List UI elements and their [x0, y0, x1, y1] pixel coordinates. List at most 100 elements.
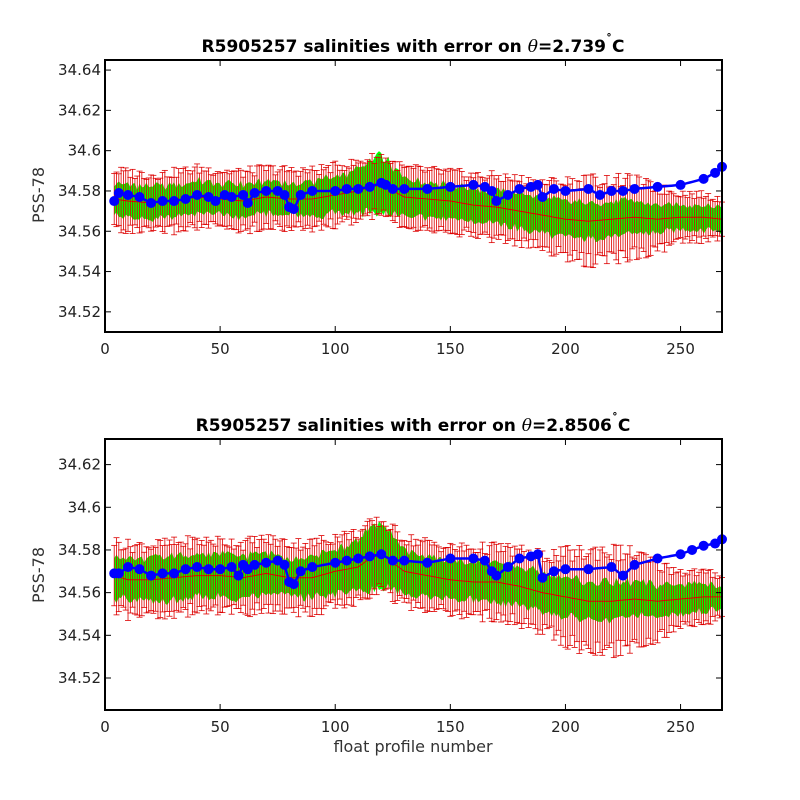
float-salinity-marker — [652, 553, 663, 564]
y-tick-label: 34.62 — [58, 456, 101, 474]
y-tick-label: 34.52 — [58, 669, 101, 687]
float-salinity-marker — [629, 559, 640, 570]
float-salinity-marker — [157, 196, 168, 207]
float-salinity-marker — [295, 566, 306, 577]
float-salinity-marker — [364, 551, 375, 562]
x-tick-label: 0 — [100, 718, 110, 736]
float-salinity-marker — [192, 189, 203, 200]
bottom-salinity-plot: 0 50 100 150 200 250 34.52 34.54 34.56 34.58 34.6 3… — [58, 438, 727, 736]
axes-frame — [104, 59, 723, 333]
y-tick-label: 34.56 — [58, 222, 101, 240]
float-salinity-marker — [123, 562, 134, 573]
float-salinity-marker — [698, 540, 709, 551]
float-salinity-marker — [583, 564, 594, 575]
y-tick-label: 34.56 — [58, 584, 101, 602]
float-salinity-marker — [134, 192, 145, 203]
float-salinity-marker — [113, 187, 124, 198]
float-salinity-marker — [215, 564, 226, 575]
x-tick-label: 200 — [551, 340, 580, 358]
float-salinity-marker — [192, 562, 203, 573]
float-salinity-marker — [353, 183, 364, 194]
float-salinity-marker — [279, 559, 290, 570]
float-salinity-marker — [288, 204, 299, 215]
float-salinity-marker — [479, 555, 490, 566]
x-tick-label: 50 — [211, 340, 230, 358]
x-tick-label: 100 — [321, 340, 350, 358]
float-salinity-marker — [422, 557, 433, 568]
y-tick-label: 34.54 — [58, 626, 101, 644]
float-salinity-marker — [514, 183, 525, 194]
float-salinity-marker — [353, 553, 364, 564]
float-salinity-marker — [675, 179, 686, 190]
float-salinity-marker — [376, 549, 387, 560]
float-salinity-marker — [537, 572, 548, 583]
float-salinity-marker — [330, 557, 341, 568]
float-salinity-marker — [261, 557, 272, 568]
float-salinity-marker — [560, 564, 571, 575]
float-salinity-marker — [226, 562, 237, 573]
float-salinity-marker — [146, 570, 157, 581]
float-salinity-marker — [548, 566, 559, 577]
float-salinity-marker — [502, 562, 513, 573]
float-salinity-marker — [123, 189, 134, 200]
float-salinity-marker — [146, 198, 157, 209]
float-salinity-marker — [445, 181, 456, 192]
float-salinity-marker — [399, 183, 410, 194]
float-salinity-marker — [491, 570, 502, 581]
float-salinity-marker — [537, 192, 548, 203]
float-salinity-marker — [514, 553, 525, 564]
y-tick-label: 34.52 — [58, 303, 101, 321]
float-salinity-marker — [387, 555, 398, 566]
float-salinity-marker — [180, 564, 191, 575]
bottom-x-axis-label: float profile number — [333, 737, 493, 756]
float-salinity-marker — [594, 189, 605, 200]
float-salinity-marker — [422, 183, 433, 194]
float-salinity-marker — [387, 183, 398, 194]
top-salinity-plot: 0 50 100 150 200 250 34.52 34.54 34.56 34.58 34.6 3… — [58, 59, 727, 358]
float-salinity-marker — [226, 192, 237, 203]
bottom-chart-title: R5905257 salinities with error on θ=2.85… — [196, 411, 631, 436]
x-tick-label: 50 — [211, 718, 230, 736]
float-salinity-marker — [307, 562, 318, 573]
top-y-axis-label: PSS-78 — [29, 167, 48, 223]
float-salinity-marker — [652, 181, 663, 192]
x-tick-label: 100 — [321, 718, 350, 736]
float-salinity-marker — [109, 196, 120, 207]
float-salinity-marker — [261, 185, 272, 196]
mapped-salinity-line — [114, 553, 722, 602]
y-tick-label: 34.54 — [58, 263, 101, 281]
float-salinity-marker — [468, 179, 479, 190]
float-salinity-marker — [238, 189, 249, 200]
y-tick-label: 34.58 — [58, 541, 101, 559]
float-salinity-marker — [113, 568, 124, 579]
float-salinity-marker — [468, 553, 479, 564]
float-salinity-marker — [532, 179, 543, 190]
float-salinity-marker — [710, 167, 721, 178]
float-salinity-marker — [249, 187, 260, 198]
axes-frame — [104, 438, 723, 711]
y-tick-label: 34.64 — [58, 61, 101, 79]
x-tick-label: 150 — [436, 718, 465, 736]
float-salinity-marker — [295, 189, 306, 200]
x-tick-label: 250 — [666, 340, 695, 358]
bottom-y-axis-label: PSS-78 — [29, 547, 48, 603]
float-salinity-marker — [445, 553, 456, 564]
float-salinity-marker — [675, 549, 686, 560]
x-tick-label: 0 — [100, 340, 110, 358]
float-salinity-marker — [341, 183, 352, 194]
float-salinity-marker — [364, 181, 375, 192]
float-salinity-marker — [629, 183, 640, 194]
float-salinity-marker — [606, 185, 617, 196]
float-salinity-marker — [502, 189, 513, 200]
float-salinity-marker — [698, 173, 709, 184]
float-salinity-marker — [532, 549, 543, 560]
float-salinity-marker — [486, 185, 497, 196]
y-tick-label: 34.6 — [68, 498, 101, 516]
y-tick-label: 34.6 — [68, 142, 101, 160]
float-salinity-marker — [169, 568, 180, 579]
float-salinity-marker — [242, 198, 253, 209]
float-salinity-marker — [134, 564, 145, 575]
float-salinity-marker — [560, 185, 571, 196]
float-salinity-marker — [341, 555, 352, 566]
